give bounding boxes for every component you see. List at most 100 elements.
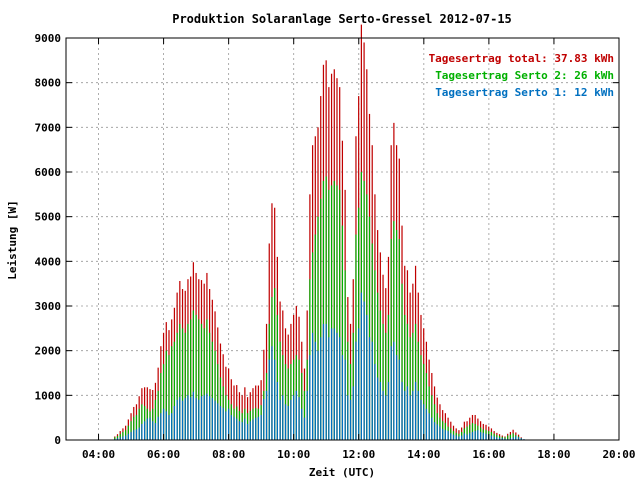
bar-serto1 <box>298 397 300 440</box>
bar-serto2 <box>347 341 349 440</box>
bar-serto1 <box>404 390 406 440</box>
y-tick-label: 5000 <box>35 211 62 224</box>
bar-serto1 <box>479 431 482 440</box>
bar-serto1 <box>157 416 159 440</box>
bar-serto1 <box>154 423 157 440</box>
bar-serto1 <box>271 346 273 440</box>
bar-serto1 <box>274 359 276 440</box>
bar-serto1 <box>255 417 257 440</box>
bar-serto2 <box>195 314 197 440</box>
bar-serto2 <box>173 341 176 440</box>
y-axis-title: Leistung [W] <box>6 200 19 279</box>
bar-serto1 <box>401 381 403 440</box>
bar-serto1 <box>328 337 330 440</box>
legend: Tagesertrag total: 37.83 kWh Tagesertrag … <box>429 52 614 99</box>
bar-serto2 <box>395 230 398 440</box>
plot-frame <box>65 37 620 441</box>
bar-serto2 <box>512 433 514 440</box>
y-tick-label: 8000 <box>35 77 62 90</box>
x-tick-label: 16:00 <box>472 448 505 461</box>
bar-serto1 <box>233 416 235 440</box>
bar-serto2 <box>184 332 186 440</box>
bar-serto2 <box>133 416 135 440</box>
bar-serto1 <box>301 408 303 440</box>
bar-serto2 <box>135 414 138 440</box>
bar-serto1 <box>363 301 365 440</box>
bar-serto1 <box>130 431 132 440</box>
bar-serto1 <box>409 395 411 440</box>
bar-serto2 <box>198 319 200 440</box>
bar-serto1 <box>214 400 216 440</box>
bar-serto1 <box>344 359 346 440</box>
y-tick-label: 6000 <box>35 166 62 179</box>
bar-serto1 <box>455 435 457 440</box>
bar-serto2 <box>279 341 281 440</box>
legend-entry: Tagesertrag Serto 2: 26 kWh <box>435 69 614 82</box>
bar-serto2 <box>385 332 387 440</box>
bar-serto1 <box>347 395 349 440</box>
bar-serto2 <box>206 319 208 440</box>
bar-serto1 <box>265 390 268 440</box>
bar-serto2 <box>320 198 322 440</box>
bar-serto1 <box>309 355 311 440</box>
bar-serto1 <box>263 398 265 440</box>
bar-serto1 <box>501 438 503 440</box>
bar-serto1 <box>490 435 493 440</box>
bar-serto1 <box>325 323 327 440</box>
bar-serto1 <box>320 337 322 440</box>
bar-serto1 <box>222 407 224 440</box>
bar-serto2 <box>328 189 330 440</box>
bar-serto1 <box>366 314 368 440</box>
bar-serto1 <box>439 426 441 440</box>
bar-serto1 <box>482 432 484 440</box>
bar-serto1 <box>469 432 471 440</box>
bar-serto1 <box>284 404 287 440</box>
bar-serto1 <box>374 364 376 440</box>
bar-serto1 <box>509 438 512 440</box>
bar-serto1 <box>520 438 522 440</box>
bar-serto2 <box>330 185 333 440</box>
bar-serto1 <box>355 341 357 440</box>
bar-serto2 <box>114 437 116 440</box>
bar-serto1 <box>192 391 194 440</box>
bar-serto1 <box>431 417 433 440</box>
bar-serto1 <box>238 421 241 440</box>
bar-serto2 <box>165 350 167 440</box>
bar-serto2 <box>333 180 335 440</box>
bar-serto2 <box>130 421 132 440</box>
chart-title: Produktion Solaranlage Serto-Gressel 201… <box>172 12 512 26</box>
bar-serto2 <box>393 221 395 440</box>
x-axis-title: Zeit (UTC) <box>309 466 375 479</box>
bar-serto1 <box>349 399 352 440</box>
bar-serto2 <box>138 408 140 440</box>
bar-serto1 <box>181 400 184 440</box>
bar-serto1 <box>515 436 517 440</box>
bar-serto1 <box>116 438 119 440</box>
bar-serto2 <box>322 180 325 440</box>
bar-serto1 <box>339 337 341 440</box>
bar-serto1 <box>458 436 460 440</box>
x-tick-label: 12:00 <box>342 448 375 461</box>
bar-serto2 <box>507 435 509 440</box>
bar-serto1 <box>246 423 249 440</box>
y-tick-label: 0 <box>54 434 61 447</box>
bar-serto2 <box>317 216 319 440</box>
bar-serto1 <box>184 398 186 440</box>
bar-serto1 <box>485 433 487 440</box>
bar-serto2 <box>382 323 384 440</box>
bar-serto2 <box>406 323 409 440</box>
bar-serto1 <box>463 433 465 440</box>
bar-serto1 <box>119 437 121 440</box>
y-tick-label: 4000 <box>35 255 62 268</box>
bars-serto1-series <box>114 292 525 440</box>
bar-serto2 <box>209 332 211 440</box>
bar-serto1 <box>287 406 289 440</box>
bar-serto2 <box>509 434 512 440</box>
bar-serto2 <box>154 399 157 440</box>
bar-serto1 <box>152 421 154 440</box>
bar-serto1 <box>314 341 316 440</box>
x-tick-label: 10:00 <box>277 448 310 461</box>
bar-serto1 <box>385 395 387 440</box>
